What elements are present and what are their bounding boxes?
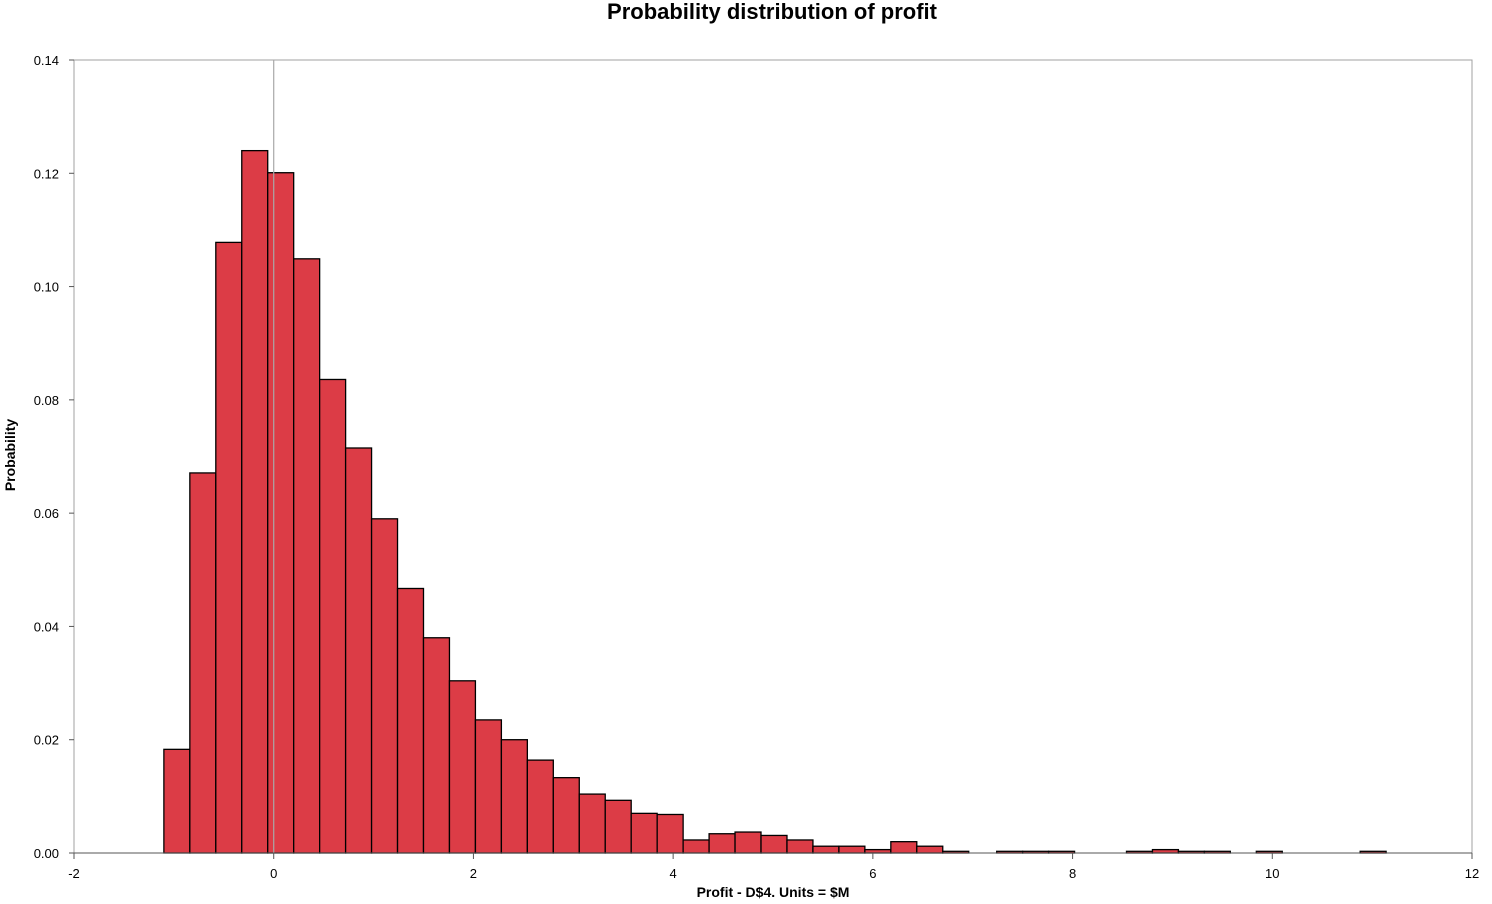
- histogram-bar-16: [578, 793, 606, 854]
- x-tick-label-4: 6: [869, 866, 876, 881]
- histogram-bar-6: [318, 378, 347, 854]
- histogram-bar-21: [708, 833, 736, 854]
- x-tick-label-1: 0: [270, 866, 277, 881]
- histogram-bar-8: [370, 518, 399, 854]
- histogram-bar-15: [552, 777, 580, 854]
- histogram-bar-35: [1151, 848, 1180, 854]
- histogram-bar-19: [656, 813, 684, 854]
- histogram-bar-26: [838, 845, 866, 854]
- histogram-bar-0: [163, 748, 191, 854]
- x-axis-label: Profit - D$4. Units = $M: [697, 884, 850, 900]
- histogram-bar-2: [215, 241, 243, 854]
- histogram-bar-17: [604, 799, 632, 854]
- y-tick-label-1: 0.02: [34, 733, 59, 748]
- histogram-bar-11: [448, 680, 477, 854]
- x-tick-label-3: 4: [670, 866, 677, 881]
- y-tick-label-6: 0.12: [34, 166, 59, 181]
- histogram-bar-12: [474, 719, 503, 854]
- histogram-bar-18: [630, 812, 658, 854]
- histogram-bar-4: [267, 172, 295, 854]
- chart-title: Probability distribution of profit: [607, 0, 938, 24]
- x-axis-ticks: -2 0 2 4 6 8 10 12: [68, 853, 1479, 881]
- histogram-bar-24: [786, 839, 814, 854]
- x-tick-label-7: 12: [1465, 866, 1479, 881]
- x-tick-label-6: 10: [1265, 866, 1279, 881]
- y-tick-label-3: 0.06: [34, 506, 59, 521]
- y-axis-label: Probability: [2, 419, 18, 492]
- histogram-bar-9: [396, 587, 425, 854]
- histogram-bar-23: [760, 834, 788, 854]
- histogram-bar-14: [526, 759, 554, 854]
- x-tick-label-2: 2: [470, 866, 477, 881]
- y-axis-ticks: 0.00 0.02 0.04 0.06 0.08 0.10 0.12 0.14: [34, 53, 74, 861]
- histogram-bar-25: [812, 845, 840, 854]
- histogram-bar-1: [189, 472, 217, 854]
- histogram-bar-5: [293, 258, 321, 854]
- y-tick-label-5: 0.10: [34, 280, 59, 295]
- histogram-bar-10: [422, 637, 451, 854]
- histogram-bar-28: [890, 841, 918, 854]
- histogram-bar-29: [916, 845, 944, 854]
- y-tick-label-2: 0.04: [34, 619, 59, 634]
- histogram-bar-22: [734, 831, 762, 854]
- y-tick-label-0: 0.00: [34, 846, 59, 861]
- histogram-bar-20: [682, 839, 710, 854]
- histogram-bar-7: [344, 447, 373, 854]
- y-tick-label-7: 0.14: [34, 53, 59, 68]
- histogram-bar-3: [241, 149, 269, 854]
- x-tick-label-0: -2: [68, 866, 80, 881]
- histogram-bars: [163, 149, 1387, 854]
- histogram-bar-27: [864, 848, 892, 854]
- y-tick-label-4: 0.08: [34, 393, 59, 408]
- histogram-bar-13: [500, 739, 529, 854]
- x-tick-label-5: 8: [1069, 866, 1076, 881]
